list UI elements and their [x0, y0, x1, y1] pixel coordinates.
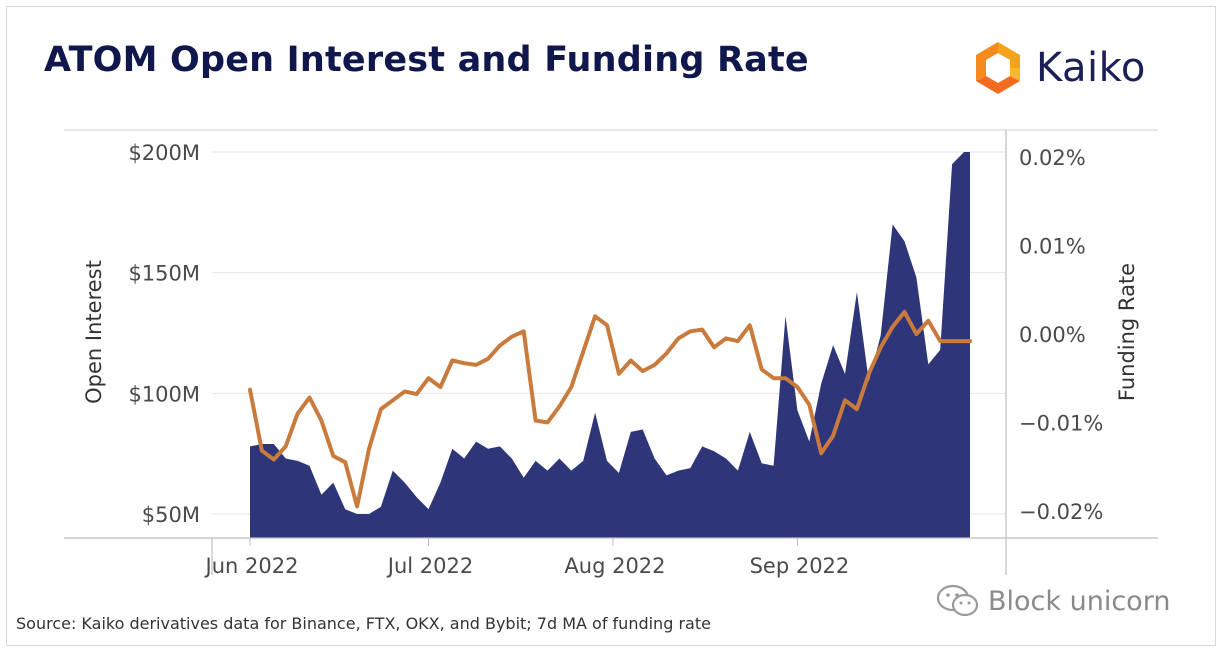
logo-text: Kaiko [1036, 45, 1146, 91]
open-interest-area-group [250, 152, 970, 538]
y-right-tick-label-3: 0.01% [1019, 235, 1086, 259]
left-axis-ticks: $50M $100M $150M $200M [128, 141, 200, 527]
y-right-axis-title: Funding Rate [1115, 263, 1139, 401]
chart-title: ATOM Open Interest and Funding Rate [44, 40, 809, 80]
y-left-tick-label-1: $100M [128, 382, 200, 406]
x-tick-label-2: Aug 2022 [564, 554, 665, 578]
y-left-axis-title: Open Interest [82, 260, 106, 404]
y-right-tick-label-2: 0.00% [1019, 323, 1086, 347]
kaiko-hexagon-logo-icon [976, 42, 1020, 94]
y-right-tick-label-1: −0.01% [1019, 411, 1103, 435]
funding-rate-line-group [248, 309, 972, 509]
y-right-tick-label-4: 0.02% [1019, 146, 1086, 170]
right-axis-ticks: −0.02% −0.01% 0.00% 0.01% 0.02% [1019, 146, 1103, 524]
watermark-text: Block unicorn [988, 585, 1171, 617]
funding-rate-line [248, 309, 972, 509]
chart-frame [6, 6, 1216, 646]
x-tick-label-0: Jun 2022 [204, 554, 299, 578]
y-left-tick-label-3: $200M [128, 141, 200, 165]
x-tick-label-1: Jul 2022 [386, 554, 473, 578]
y-left-tick-label-2: $150M [128, 262, 200, 286]
x-axis-ticks: Jun 2022 Jul 2022 Aug 2022 Sep 2022 [204, 538, 850, 578]
kaiko-logo: Kaiko [968, 38, 1146, 98]
source-note: Source: Kaiko derivatives data for Binan… [16, 614, 711, 633]
open-interest-area [250, 152, 970, 538]
x-tick-label-3: Sep 2022 [750, 554, 850, 578]
y-left-tick-label-0: $50M [142, 503, 200, 527]
wechat-icon [936, 584, 979, 617]
watermark: Block unicorn [936, 584, 1170, 618]
axes [64, 129, 1158, 575]
y-right-tick-label-0: −0.02% [1019, 500, 1103, 524]
